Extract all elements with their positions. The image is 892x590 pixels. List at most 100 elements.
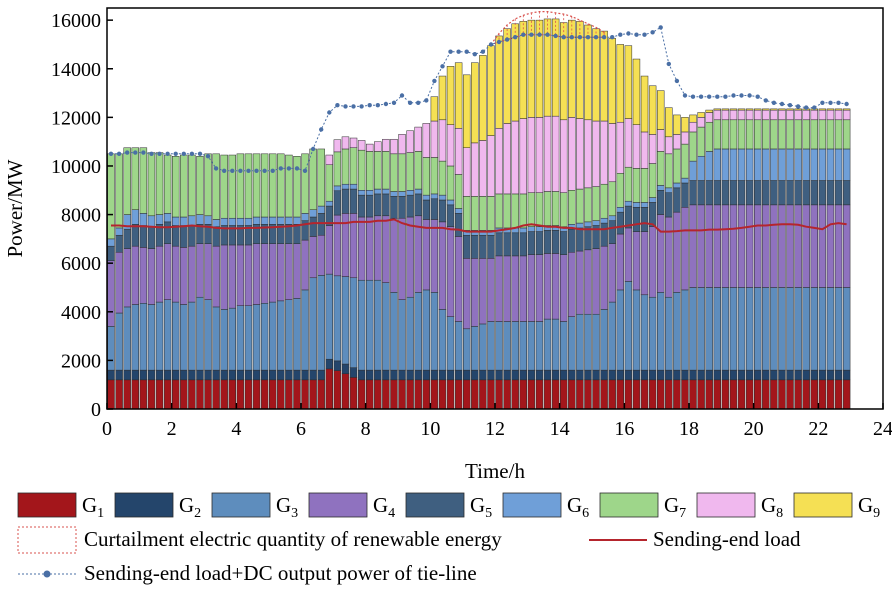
bar-G3-16 [236, 305, 245, 371]
bar-G7-71 [681, 143, 689, 179]
bar-G1-65 [632, 379, 641, 410]
bar-G7-68 [657, 151, 665, 186]
bar-G5-35 [390, 196, 398, 219]
bar-G6-40 [430, 193, 439, 200]
bar-G4-54 [543, 253, 552, 320]
bar-G2-79 [745, 369, 754, 381]
x-tick-label-16: 16 [614, 418, 634, 440]
bar-G9-47 [487, 45, 495, 136]
bar-G6-30 [349, 183, 358, 190]
bar-G9-66 [640, 75, 649, 133]
bar-G4-75 [713, 204, 722, 288]
bar-G2-88 [818, 369, 827, 381]
bar-G2-35 [390, 369, 398, 381]
bar-G1-88 [818, 379, 827, 410]
bar-G1-81 [762, 379, 770, 410]
bar-G2-47 [487, 369, 495, 381]
bar-G3-69 [665, 296, 673, 371]
load-dc-point-83 [779, 101, 785, 107]
bar-G8-27 [325, 154, 333, 165]
bar-G6-32 [366, 190, 374, 196]
bar-G3-17 [244, 305, 253, 371]
bar-G4-77 [729, 204, 738, 288]
bar-G3-85 [794, 287, 802, 371]
bar-G3-67 [648, 296, 657, 371]
load-dc-point-10 [189, 151, 195, 156]
bar-G2-56 [560, 369, 568, 381]
load-dc-point-27 [327, 110, 332, 115]
legend-swatch-G4 [308, 492, 368, 518]
bar-G6-5 [147, 215, 156, 227]
bar-G6-15 [228, 217, 237, 226]
bar-G1-42 [446, 379, 455, 410]
bar-G3-61 [600, 309, 608, 371]
bar-G7-75 [713, 119, 722, 150]
bar-G4-35 [390, 217, 398, 293]
bar-G2-14 [220, 369, 228, 381]
bar-G4-66 [640, 231, 649, 296]
x-tick-label-14: 14 [550, 418, 570, 440]
bar-G1-74 [705, 379, 713, 410]
bar-G9-41 [438, 75, 447, 121]
load-dc-point-17 [246, 168, 251, 173]
bar-G5-62 [608, 220, 616, 244]
bar-G6-60 [592, 220, 600, 226]
bar-G4-62 [608, 243, 616, 303]
bar-G4-32 [366, 216, 374, 281]
bar-G3-12 [204, 299, 212, 371]
load-dc-point-38 [416, 100, 421, 106]
bar-G1-22 [285, 379, 293, 410]
bar-G8-76 [721, 109, 730, 121]
bar-G7-73 [697, 126, 705, 157]
bar-G8-32 [366, 143, 374, 152]
bar-G5-85 [794, 180, 802, 206]
bar-G3-27 [325, 273, 333, 360]
bar-G6-27 [325, 200, 333, 207]
legend-label-load-plus-dc: Sending-end load+DC output power of tie-… [84, 561, 477, 585]
y-tick-label-8000: 8000 [61, 205, 101, 227]
line-layer [108, 25, 849, 233]
bar-G9-70 [673, 114, 681, 135]
bar-G6-84 [786, 148, 794, 181]
load-dc-point-81 [763, 98, 768, 103]
bar-G3-87 [810, 287, 819, 371]
bar-G2-42 [446, 369, 455, 381]
bar-G9-42 [446, 66, 455, 125]
bar-G5-68 [657, 190, 665, 215]
bar-G8-58 [576, 118, 584, 190]
bar-G1-5 [147, 379, 156, 410]
x-tick-label-10: 10 [420, 418, 440, 440]
bar-G5-0 [107, 245, 115, 261]
bar-G5-81 [762, 180, 770, 206]
bar-G3-3 [131, 304, 140, 371]
bar-G2-80 [754, 369, 762, 381]
bar-G3-72 [689, 287, 697, 371]
bar-G5-28 [333, 190, 342, 216]
bar-G3-90 [834, 287, 843, 371]
bar-G5-7 [163, 221, 172, 244]
bar-G4-74 [705, 204, 713, 288]
bar-G7-24 [301, 153, 309, 214]
bar-G8-77 [729, 109, 738, 121]
bar-G4-55 [551, 253, 560, 320]
bar-G6-7 [163, 213, 172, 223]
bar-G7-72 [689, 131, 697, 162]
load-dc-point-54 [545, 32, 550, 37]
bar-G2-4 [139, 369, 148, 381]
bar-G6-19 [260, 216, 269, 225]
load-dc-point-45 [472, 52, 477, 57]
bar-G4-45 [471, 258, 479, 327]
bar-G4-57 [568, 252, 576, 317]
bar-G6-65 [632, 202, 641, 208]
bar-G4-46 [479, 258, 487, 325]
bar-G6-3 [131, 209, 140, 225]
bar-G4-80 [754, 204, 762, 288]
bar-G6-82 [770, 148, 778, 181]
load-dc-point-23 [294, 166, 300, 171]
load-dc-point-33 [375, 103, 380, 108]
bar-G1-15 [228, 379, 237, 410]
bar-G1-72 [689, 379, 697, 410]
bar-G7-11 [196, 156, 204, 215]
bar-G4-14 [220, 244, 228, 310]
bar-G7-6 [155, 152, 164, 215]
